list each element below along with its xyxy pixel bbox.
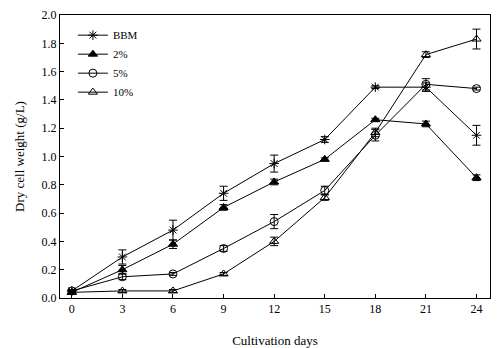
svg-text:1.8: 1.8 <box>42 37 57 51</box>
svg-text:BBM: BBM <box>113 29 138 41</box>
svg-text:1.0: 1.0 <box>42 150 57 164</box>
svg-text:5%: 5% <box>113 67 128 79</box>
svg-text:15: 15 <box>319 302 331 316</box>
svg-text:0.6: 0.6 <box>42 206 57 220</box>
svg-text:1.2: 1.2 <box>42 121 57 135</box>
svg-text:10%: 10% <box>113 86 133 98</box>
svg-text:1.4: 1.4 <box>42 93 57 107</box>
svg-text:0.8: 0.8 <box>42 178 57 192</box>
svg-text:18: 18 <box>369 302 381 316</box>
svg-text:0.4: 0.4 <box>42 235 57 249</box>
svg-text:2%: 2% <box>113 48 128 60</box>
svg-text:12: 12 <box>268 302 280 316</box>
svg-text:2.0: 2.0 <box>42 8 57 22</box>
svg-text:3: 3 <box>119 302 125 316</box>
svg-text:0: 0 <box>69 302 75 316</box>
svg-text:24: 24 <box>471 302 483 316</box>
svg-text:Cultivation days: Cultivation days <box>232 333 318 348</box>
svg-text:0.2: 0.2 <box>42 263 57 277</box>
svg-text:6: 6 <box>170 302 176 316</box>
svg-text:Dry cell weight (g/L): Dry cell weight (g/L) <box>12 101 27 212</box>
svg-text:0.0: 0.0 <box>42 291 57 305</box>
svg-text:1.6: 1.6 <box>42 65 57 79</box>
svg-text:21: 21 <box>420 302 432 316</box>
svg-text:9: 9 <box>221 302 227 316</box>
